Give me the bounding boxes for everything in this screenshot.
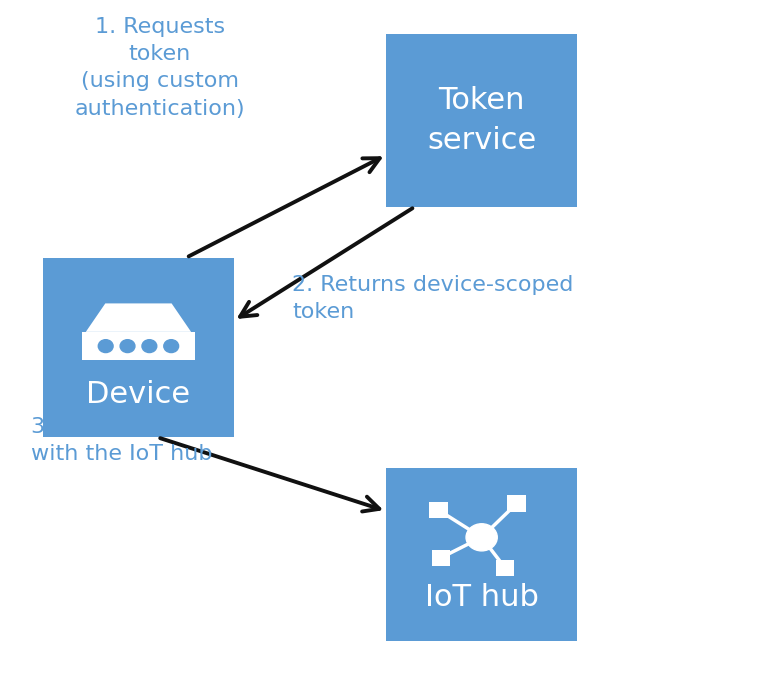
Circle shape [98, 340, 113, 353]
FancyBboxPatch shape [386, 34, 577, 207]
FancyBboxPatch shape [429, 502, 448, 519]
Text: IoT hub: IoT hub [425, 583, 538, 612]
Circle shape [466, 523, 498, 551]
Polygon shape [86, 304, 191, 332]
Text: Token
service: Token service [427, 85, 537, 155]
Circle shape [120, 340, 135, 353]
FancyBboxPatch shape [386, 468, 577, 641]
FancyBboxPatch shape [496, 560, 515, 576]
FancyBboxPatch shape [507, 495, 526, 512]
Text: 2. Returns device-scoped
token: 2. Returns device-scoped token [292, 275, 574, 322]
FancyBboxPatch shape [43, 258, 234, 437]
FancyBboxPatch shape [82, 332, 195, 361]
Text: Device: Device [87, 380, 190, 409]
FancyBboxPatch shape [431, 549, 450, 565]
Text: 3. Uses token
with the IoT hub: 3. Uses token with the IoT hub [31, 417, 213, 464]
Circle shape [164, 340, 179, 353]
Text: 1. Requests
token
(using custom
authentication): 1. Requests token (using custom authenti… [75, 17, 245, 119]
Circle shape [142, 340, 157, 353]
